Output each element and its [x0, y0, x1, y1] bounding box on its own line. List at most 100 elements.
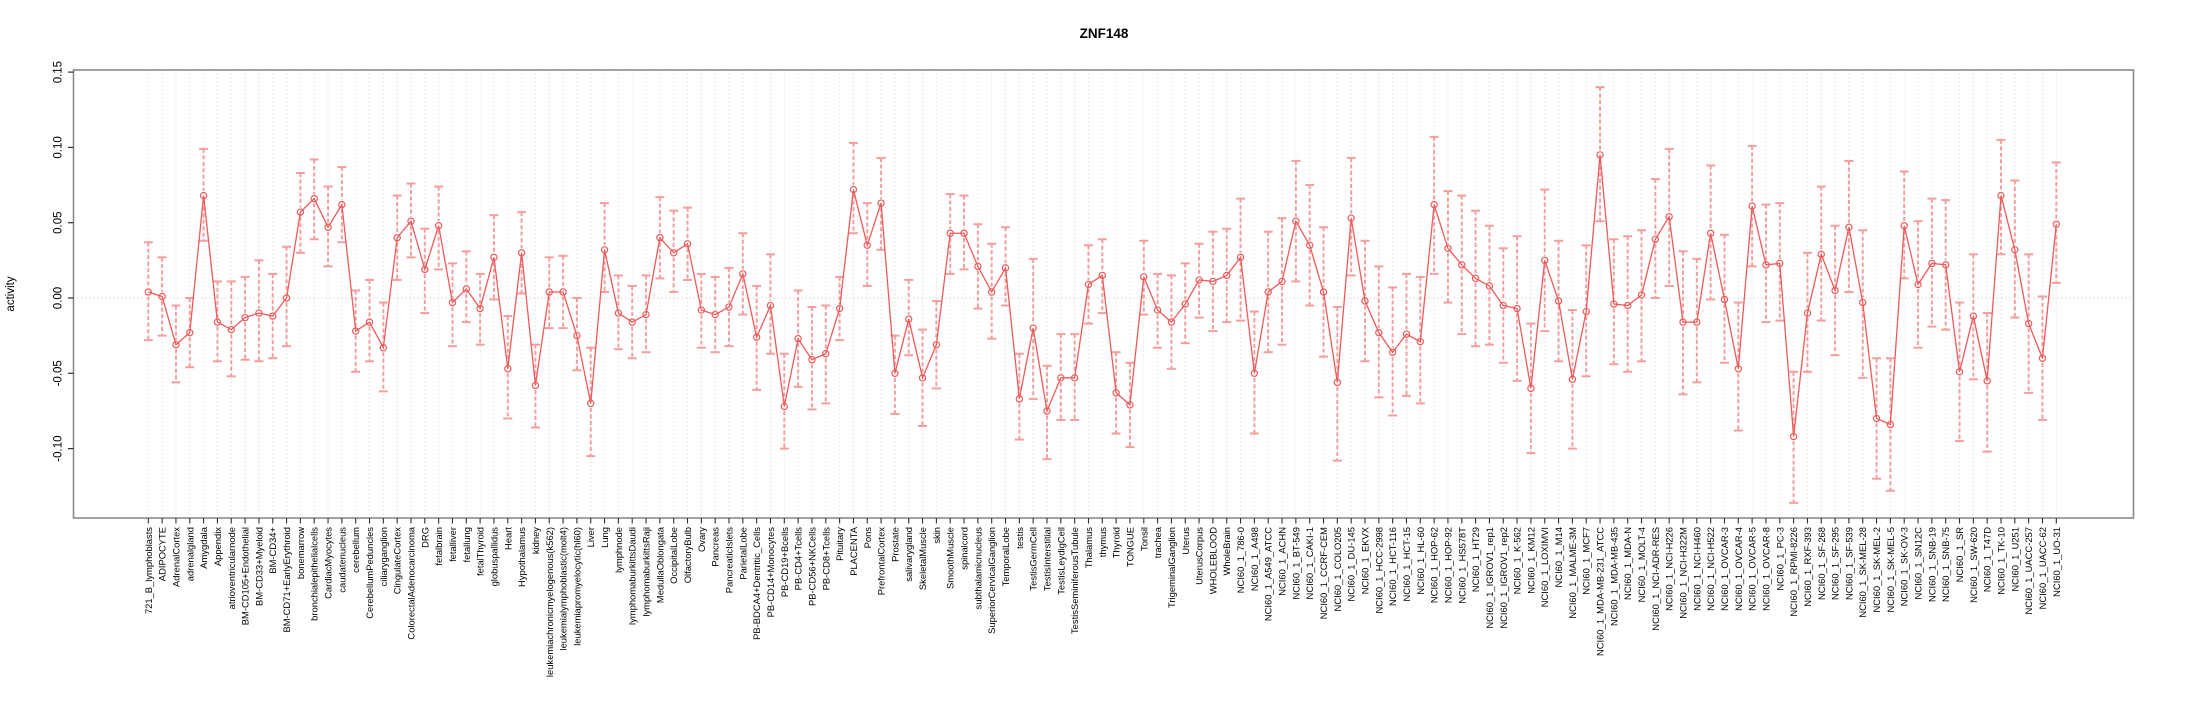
x-tick-label: NCI60_1_UO-31: [2051, 527, 2062, 597]
x-tick-label: NCI60_1_T47D: [1982, 527, 1993, 592]
x-tick-label: fetalliver: [447, 527, 458, 562]
data-point: [1845, 223, 1853, 231]
x-tick-label: CardiacMyocytes: [323, 527, 334, 599]
data-point: [905, 315, 913, 323]
x-tick-label: NCI60_1_CCRF-CEM: [1318, 527, 1329, 619]
x-tick-label: Liver: [585, 527, 596, 547]
data-point: [1997, 191, 2005, 200]
data-point: [891, 369, 899, 377]
data-point: [255, 309, 263, 317]
x-tick-label: PancreaticIslets: [723, 527, 734, 593]
x-tick-label: TemporalLobe: [1000, 527, 1011, 586]
x-tick-label: NCI60_1_K-562: [1512, 527, 1523, 594]
x-tick-label: ParietalLobe: [737, 527, 748, 580]
data-point: [987, 288, 996, 296]
data-point: [1859, 298, 1867, 307]
data-point: [822, 350, 830, 358]
x-tick-label: NCI60_1_SN12C: [1913, 527, 1924, 600]
x-tick-label: TrigeminalGanglion: [1166, 527, 1177, 608]
x-tick-label: SuperiorCervicalGanglion: [986, 527, 997, 634]
data-point: [1762, 261, 1770, 269]
x-tick-label: NCI60_1_PC-3: [1774, 527, 1785, 591]
x-tick-label: subthalamicnucleus: [972, 527, 983, 610]
data-point: [1955, 368, 1964, 376]
x-tick-label: SmoothMuscle: [945, 527, 956, 589]
data-point: [974, 262, 982, 271]
data-point: [1665, 212, 1673, 221]
x-tick-label: BM-CD34+: [267, 526, 278, 573]
x-tick-label: fetallung: [461, 527, 472, 562]
data-point: [877, 199, 885, 207]
x-tick-label: caudatenucleus: [336, 527, 347, 593]
data-point: [282, 294, 291, 302]
x-tick-label: testis: [1014, 527, 1025, 549]
data-point: [642, 310, 650, 319]
data-point: [1305, 241, 1314, 249]
data-point: [1554, 297, 1563, 305]
x-tick-label: Prostate: [889, 527, 900, 562]
data-point: [739, 270, 747, 278]
data-point: [766, 301, 775, 310]
data-point: [1333, 378, 1342, 387]
data-point: [1499, 301, 1507, 310]
x-tick-label: MedullaOblongata: [654, 526, 665, 603]
x-tick-label: cerebellum: [350, 527, 361, 573]
x-tick-label: Appendix: [212, 527, 223, 566]
data-point: [448, 298, 457, 307]
x-tick-label: Hypothalamus: [516, 527, 527, 587]
data-point: [351, 327, 360, 335]
data-point: [407, 217, 415, 225]
x-tick-label: TestisInterstitial: [1041, 527, 1052, 591]
data-point: [600, 246, 609, 254]
x-tick-label: adrenalgland: [184, 527, 195, 581]
x-tick-label: NCI60_1_RPMI-8226: [1788, 527, 1799, 617]
x-tick-label: NCI60_1_SF-295: [1830, 527, 1841, 600]
x-tick-label: Thalamus: [1083, 527, 1094, 568]
data-point: [1402, 330, 1411, 338]
data-point: [1471, 274, 1480, 283]
x-tick-label: Tonsil: [1138, 527, 1149, 551]
x-tick-label: NCI60_1_HS578T: [1456, 527, 1467, 604]
x-tick-label: Amygdala: [198, 526, 209, 568]
x-tick-label: NCI60_1_TK-10: [1995, 527, 2006, 595]
x-tick-label: NCI60_1_OVCAR-3: [1719, 527, 1730, 611]
x-tick-label: NCI60_1_BT-549: [1290, 527, 1301, 599]
data-point: [808, 356, 816, 364]
data-point: [531, 381, 540, 390]
x-tick-label: fetalThyroid: [475, 527, 486, 576]
data-point: [725, 303, 733, 311]
data-point: [1928, 259, 1936, 268]
x-tick-label: NCI60_1_SW-620: [1968, 527, 1979, 603]
x-tick-label: NCI60_1_MOLT-4: [1636, 527, 1647, 602]
x-tick-label: AdrenalCortex: [170, 527, 181, 587]
x-tick-label: NCI60_1_EKVX: [1359, 526, 1370, 594]
x-tick-label: PB-CD4+Tcells: [793, 527, 804, 591]
data-point: [1292, 217, 1300, 225]
x-tick-label: NCI60_1_OVCAR-5: [1747, 527, 1758, 611]
x-tick-label: NCI60_1_786-0: [1235, 527, 1246, 593]
data-point: [1029, 324, 1037, 332]
y-tick-label: -0.05: [53, 360, 65, 386]
y-tick-label: 0.10: [53, 136, 65, 158]
x-tick-label: leukemialymphoblastic(molt4): [558, 527, 569, 650]
data-point: [1914, 280, 1922, 289]
data-point: [1872, 414, 1881, 423]
data-point: [1209, 277, 1217, 286]
data-point: [144, 288, 152, 296]
x-tick-label: trachea: [1152, 526, 1163, 558]
data-point: [1361, 297, 1369, 305]
data-point: [1223, 271, 1231, 280]
data-point: [863, 241, 871, 249]
x-tick-label: bronchialepithelialcells: [309, 527, 320, 621]
x-tick-label: skin: [931, 527, 942, 544]
x-tick-label: NCI60_1_HCT-15: [1401, 527, 1412, 602]
data-point: [628, 318, 636, 326]
x-tick-label: CerebellumPeduncles: [364, 527, 375, 619]
x-tick-label: thymus: [1097, 527, 1108, 558]
x-tick-label: SkeletalMuscle: [917, 527, 928, 590]
x-tick-label: BM-CD105+Endothelial: [240, 527, 251, 625]
x-tick-label: BM-CD33+Myeloid: [253, 527, 264, 606]
x-tick-label: NCI60_1_HCC-2998: [1373, 527, 1384, 614]
data-point: [946, 229, 954, 237]
x-tick-label: OccipitalLobe: [668, 527, 679, 584]
